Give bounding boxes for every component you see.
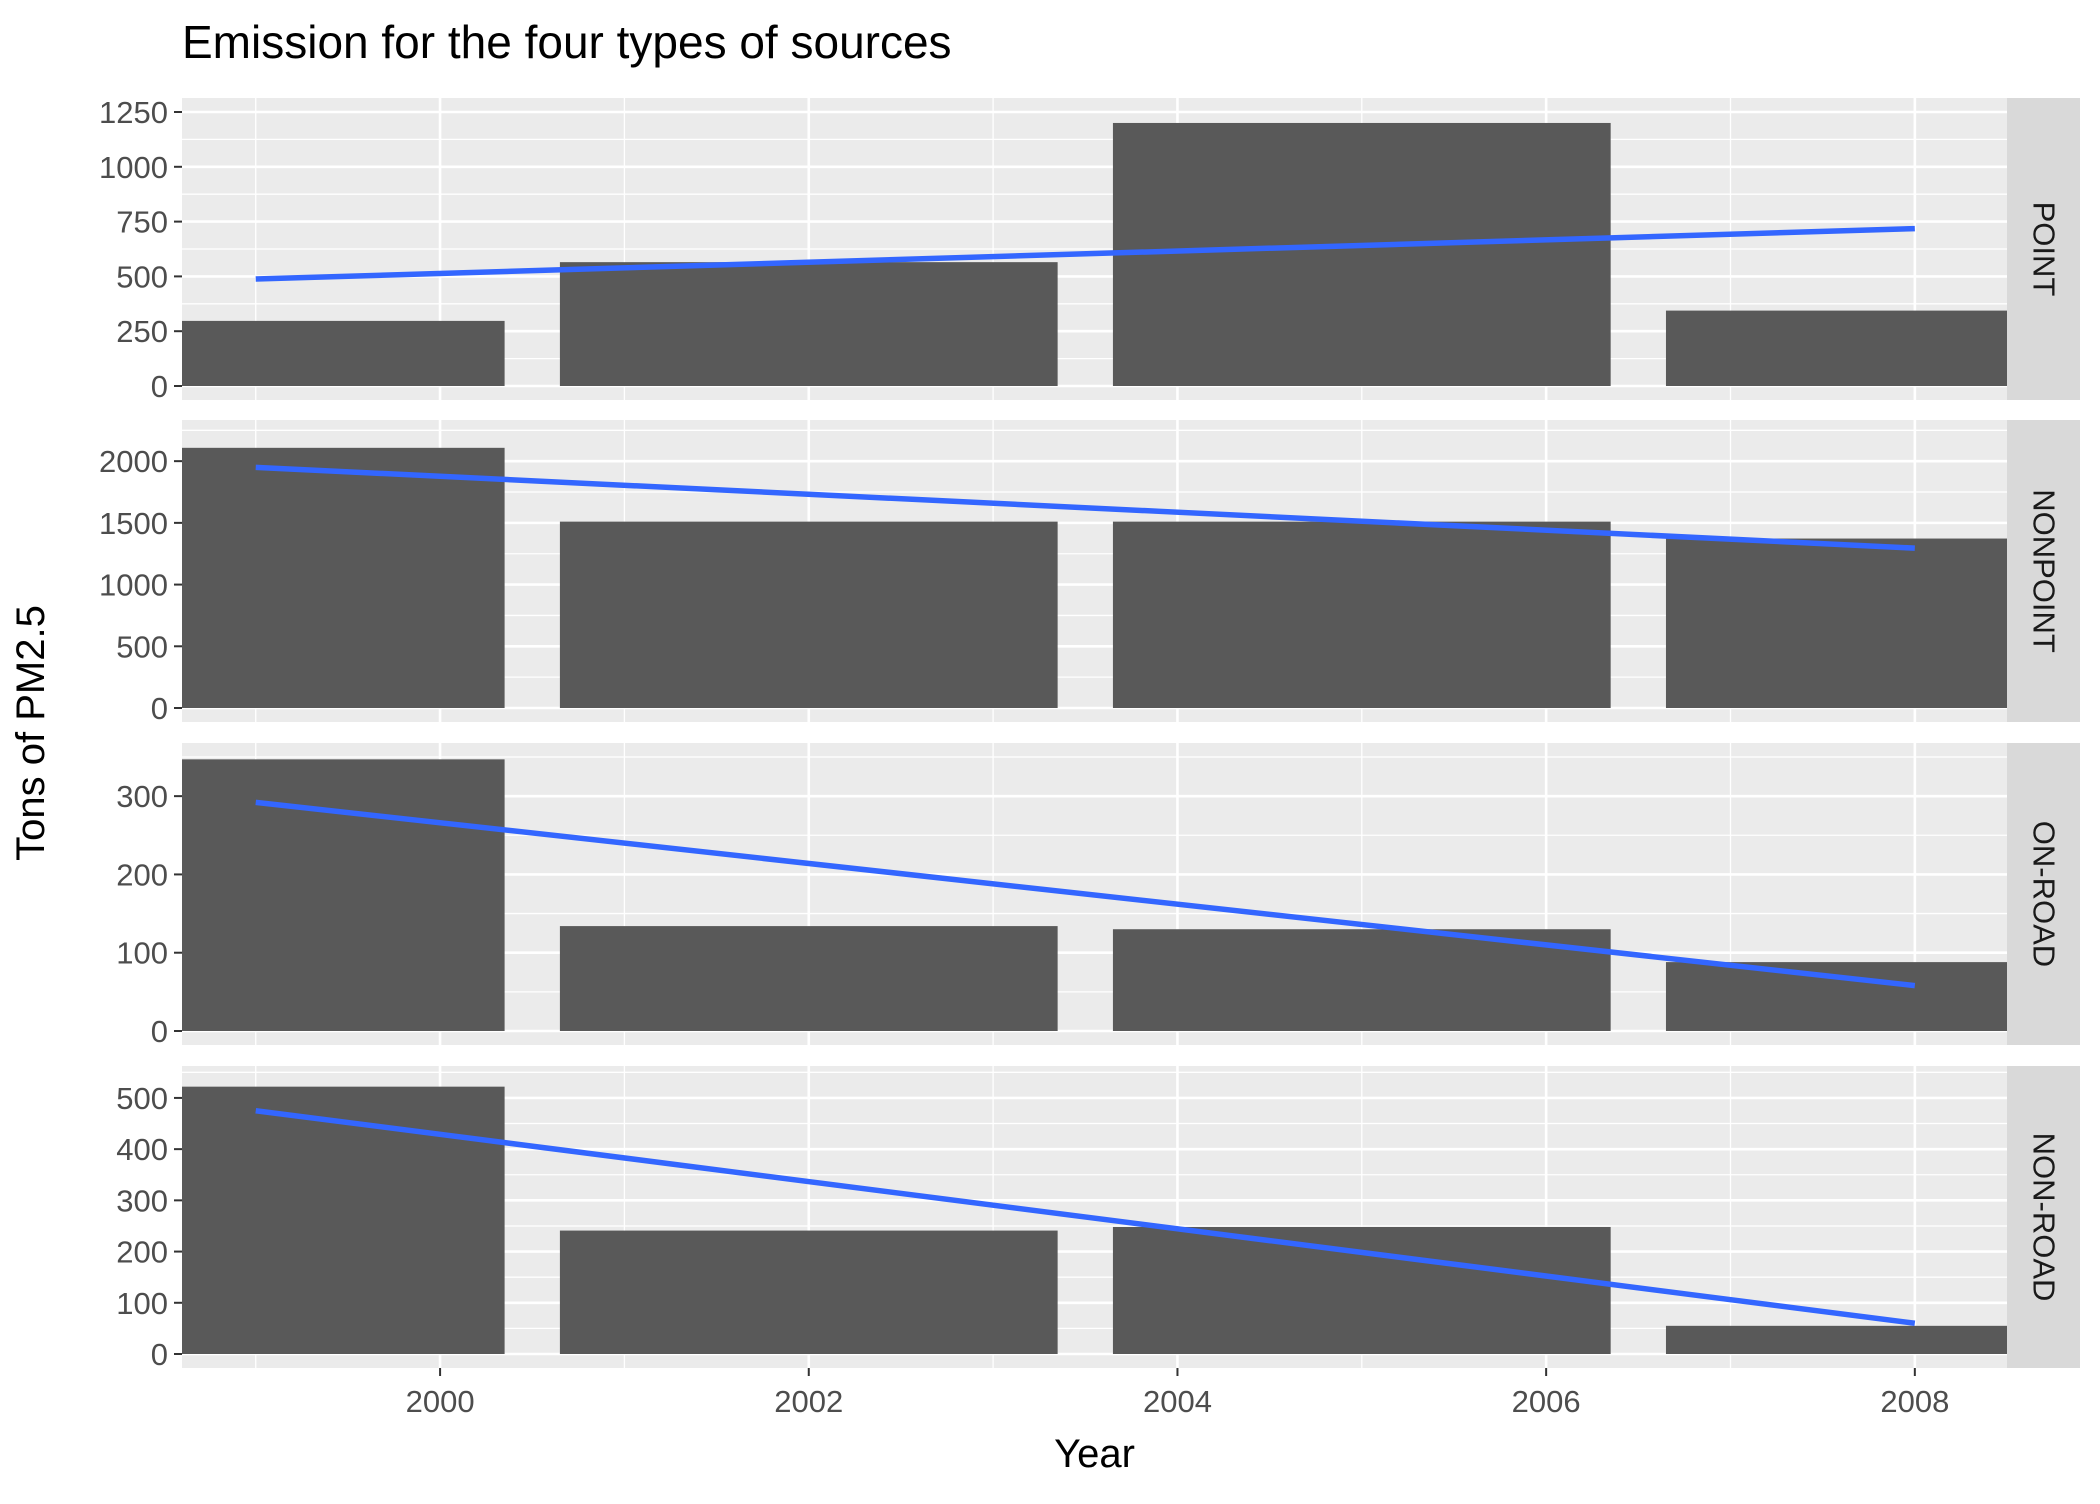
panel-nonpoint: 0 500 1000 1500 2000 NONPOINT — [99, 420, 2080, 726]
x-tick-label: 2006 — [1512, 1384, 1581, 1419]
bar-2002 — [559, 1230, 1058, 1354]
y-tick-label: 0 — [151, 1014, 168, 1049]
panel-on-road: 0 100 200 300 ON-ROAD — [116, 743, 2080, 1049]
facet-strip — [2007, 1066, 2080, 1368]
y-tick-label: 0 — [151, 369, 168, 404]
y-tick-label: 200 — [116, 1235, 168, 1270]
trend-line — [255, 464, 1915, 551]
y-tick-label: 250 — [116, 314, 168, 349]
bar-2008 — [1665, 962, 2007, 1031]
facet-strip — [2007, 420, 2080, 722]
y-tick-label: 100 — [116, 936, 168, 971]
bar-2005 — [1112, 122, 1611, 387]
bar-2002 — [559, 926, 1058, 1031]
bar-2002 — [559, 521, 1058, 708]
y-tick-label: 200 — [116, 857, 168, 892]
y-axis-title: Tons of PM2.5 — [9, 605, 53, 861]
bar-1999 — [182, 1086, 505, 1354]
bar-2002 — [559, 262, 1058, 386]
x-tick-label: 2004 — [1143, 1384, 1212, 1419]
y-tick-label: 500 — [116, 1081, 168, 1116]
facet-strip — [2007, 98, 2080, 400]
trend-line — [255, 799, 1916, 989]
y-tick-label: 500 — [116, 259, 168, 294]
trend-line — [255, 225, 1915, 282]
facet-strip-label: ON-ROAD — [2027, 821, 2062, 967]
y-tick-label: 0 — [151, 1337, 168, 1372]
y-tick-label: 0 — [151, 691, 168, 726]
chart-title: Emission for the four types of sources — [182, 16, 952, 68]
y-tick-label: 300 — [116, 1183, 168, 1218]
y-tick-label: 750 — [116, 205, 168, 240]
y-tick-label: 2000 — [99, 444, 168, 479]
y-tick-label: 100 — [116, 1286, 168, 1321]
x-tick-label: 2008 — [1880, 1384, 1949, 1419]
bar-2008 — [1665, 310, 2007, 386]
bar-2005 — [1112, 1226, 1611, 1354]
facet-strip — [2007, 743, 2080, 1045]
x-axis-title: Year — [1054, 1432, 1135, 1476]
y-tick-label: 1500 — [99, 506, 168, 541]
facet-strip-label: POINT — [2027, 202, 2062, 297]
y-tick-label: 300 — [116, 779, 168, 814]
y-tick-label: 1000 — [99, 568, 168, 603]
bar-2005 — [1112, 929, 1611, 1031]
bar-1999 — [182, 447, 505, 708]
facet-strip-label: NONPOINT — [2027, 489, 2062, 653]
y-tick-label: 500 — [116, 629, 168, 664]
bar-2005 — [1112, 521, 1611, 708]
panel-point: 0 250 500 750 1000 1250 POINT — [99, 95, 2080, 404]
x-tick-label: 2000 — [406, 1384, 475, 1419]
y-tick-label: 1000 — [99, 150, 168, 185]
bar-1999 — [182, 320, 505, 386]
y-tick-label: 400 — [116, 1132, 168, 1167]
trend-line — [255, 1108, 1916, 1326]
bar-2008 — [1665, 1325, 2007, 1354]
x-tick-label: 2002 — [774, 1384, 843, 1419]
y-tick-label: 1250 — [99, 95, 168, 130]
facet-strip-label: NON-ROAD — [2027, 1133, 2062, 1302]
bar-1999 — [182, 759, 505, 1031]
panel-non-road: 0 100 200 300 400 500 NON-ROAD — [116, 1066, 2080, 1372]
bar-2008 — [1665, 538, 2007, 708]
